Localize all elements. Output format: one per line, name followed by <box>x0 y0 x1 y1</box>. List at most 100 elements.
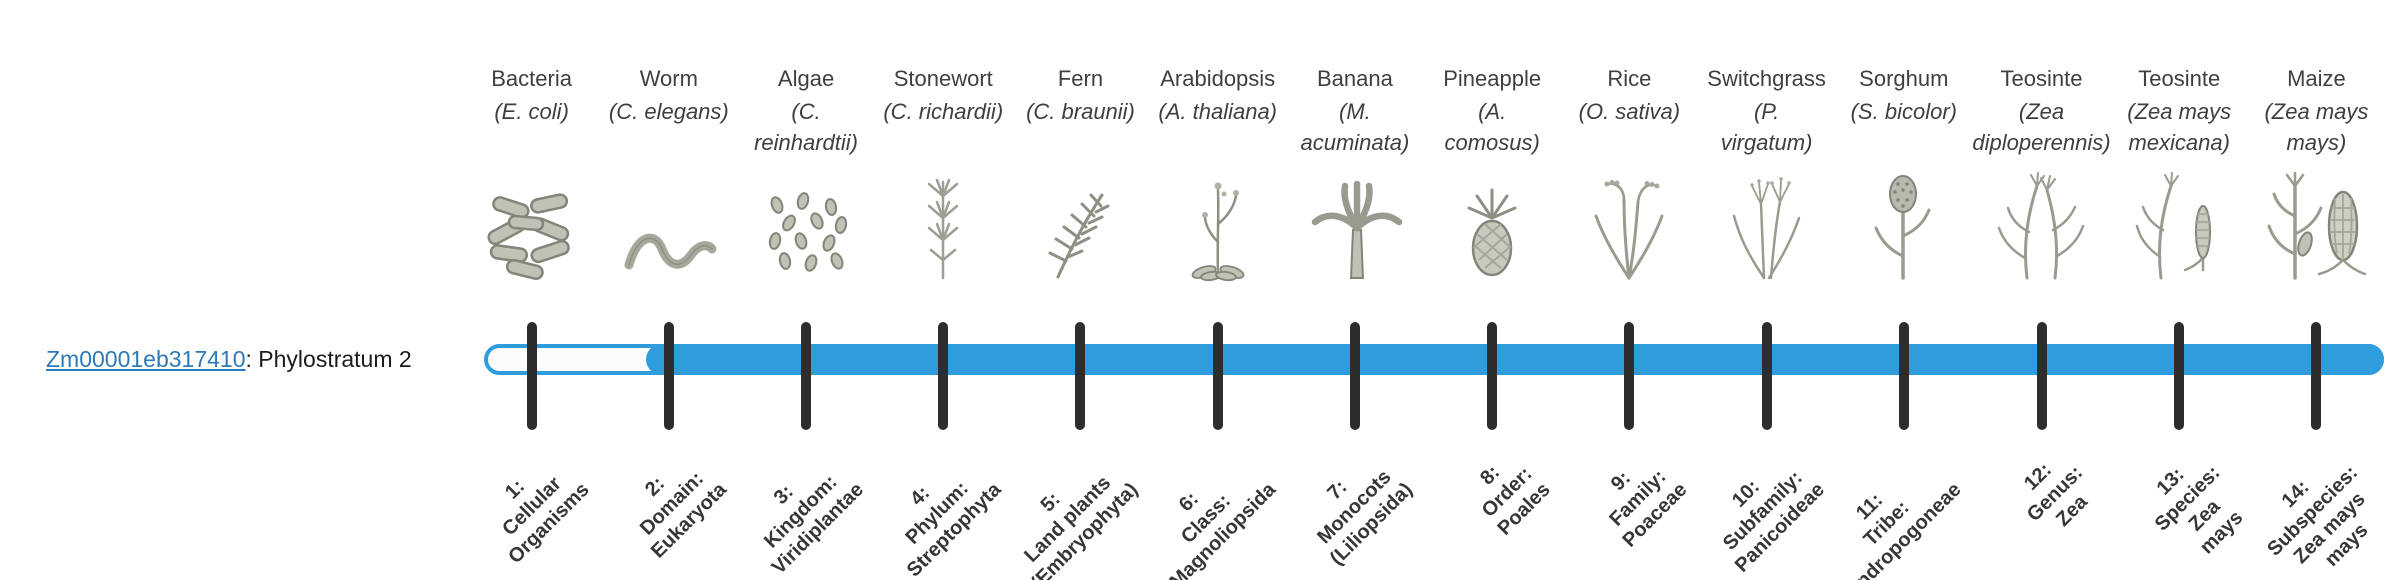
organism-column: Algae (C. reinhardtii) <box>737 0 874 580</box>
pineapple-icon <box>1467 188 1517 277</box>
phylostratum-axis-label: 10: Subfamily: Panicoideae <box>1718 466 1829 577</box>
organism-common-name: Switchgrass <box>1707 66 1826 91</box>
organism-scientific-name: (C. braunii) <box>1026 99 1135 124</box>
phylostratum-axis-label: 1: Cellular Organisms <box>498 472 594 569</box>
phylostratum-axis-label: 5: Land plants (Embryophyta) <box>1020 471 1143 580</box>
organism-common-name: Bacteria <box>491 66 572 91</box>
organism-column: Sorghum (S. bicolor) <box>1835 0 1972 580</box>
phylostratum-tick <box>663 322 674 430</box>
organism-column: Arabidopsis (A. thaliana) <box>1149 0 1286 580</box>
sorghum-icon <box>1874 175 1931 280</box>
organism-illustration <box>1698 162 1835 282</box>
organism-column: Stonewort (C. richardii) 4: Phylum: Stre… <box>875 0 1012 580</box>
organism-column: Teosinte (Zea mays mexicana) <box>2111 0 2248 580</box>
banana-icon <box>1311 180 1403 279</box>
organism-common-name: Worm <box>639 66 698 91</box>
organism-columns: Bacteria (E. coli) 1: C <box>463 0 2385 580</box>
teosinte-mexicana-icon <box>2135 172 2211 280</box>
phylostratum-axis-label: 6: Class: Magnoliopsida <box>1165 478 1280 580</box>
organism-common-name: Teosinte <box>2138 66 2221 91</box>
phylostratum-tick <box>1212 322 1223 430</box>
organism-illustration <box>1561 162 1698 282</box>
phylostratum-tick <box>938 322 949 430</box>
organism-illustration <box>1286 162 1423 282</box>
organism-common-name: Teosinte <box>2000 66 2083 91</box>
organism-scientific-name: (Zea diploperennis) <box>1972 99 2111 155</box>
worm-icon <box>624 233 717 270</box>
organism-column: Rice (O. sativa) <box>1561 0 1698 580</box>
organism-scientific-name: (A. thaliana) <box>1158 99 1278 124</box>
organism-illustration <box>600 162 737 282</box>
phylostratum-tick <box>526 322 537 430</box>
algae-icon <box>768 192 847 272</box>
organism-scientific-name: (C. reinhardtii) <box>754 99 859 155</box>
fern-icon <box>1048 193 1110 279</box>
organism-column: Switchgrass (P. virgatum) <box>1698 0 1835 580</box>
phylostratum-tick <box>1898 322 1909 430</box>
organism-illustration <box>2248 162 2385 282</box>
organism-illustration <box>1012 162 1149 282</box>
maize-icon <box>2267 171 2367 280</box>
phylostratum-bar <box>484 344 2384 375</box>
phylostratum-tick <box>2174 322 2185 430</box>
bacteria-icon <box>487 193 570 281</box>
organism-column: Teosinte (Zea diploperennis) 12: Gen <box>1972 0 2110 580</box>
gene-link[interactable]: Zm00001eb317410 <box>46 346 246 372</box>
phylostratum-tick <box>1761 322 1772 430</box>
phylostratum-axis-label: 7: Monocots (Liliopsida) <box>1313 466 1418 570</box>
organism-scientific-name: (C. elegans) <box>608 99 729 124</box>
teosinte-diploperennis-icon <box>1997 172 2085 280</box>
phylostratum-bar-fill <box>646 344 2384 375</box>
organism-common-name: Algae <box>777 66 835 91</box>
organism-illustration <box>1424 162 1561 282</box>
organism-column: Worm (C. elegans) 2: Domain: Eukaryota <box>600 0 737 580</box>
arabidopsis-icon <box>1191 182 1245 282</box>
organism-column: Pineapple (A. comosus) 8: Order: Poales <box>1424 0 1561 580</box>
gene-phylostratum-text: : Phylostratum 2 <box>245 346 412 372</box>
organism-scientific-name: (M. acuminata) <box>1300 99 1410 155</box>
organism-scientific-name: (P. virgatum) <box>1720 99 1813 155</box>
phylostratum-axis-label: 8: Order: Poales <box>1475 461 1555 540</box>
organism-illustration <box>737 162 874 282</box>
organism-common-name: Stonewort <box>893 66 993 91</box>
organism-scientific-name: (C. richardii) <box>883 99 1004 124</box>
phylostratum-tick <box>2311 322 2322 430</box>
organism-common-name: Arabidopsis <box>1160 66 1276 91</box>
organism-illustration <box>1149 162 1286 282</box>
stonewort-icon <box>927 178 959 280</box>
phylostratum-axis-label: 12: Genus: Zea <box>2019 458 2092 531</box>
organism-scientific-name: (Zea mays mays) <box>2264 99 2369 155</box>
organism-illustration <box>1835 162 1972 282</box>
organism-column: Fern (C. braunii) 5: Land plants (Embryo… <box>1012 0 1149 580</box>
organism-scientific-name: (S. bicolor) <box>1850 99 1957 124</box>
organism-common-name: Pineapple <box>1443 66 1542 91</box>
phylostratum-tick <box>1487 322 1498 430</box>
organism-scientific-name: (A. comosus) <box>1444 99 1540 155</box>
gene-label: Zm00001eb317410: Phylostratum 2 <box>46 346 412 373</box>
organism-illustration <box>2111 162 2248 282</box>
organism-illustration <box>463 162 600 282</box>
phylostratum-axis-label: 13: Species: Zea mays <box>2150 461 2248 559</box>
organism-scientific-name: (O. sativa) <box>1578 99 1681 124</box>
phylostratum-tick <box>1349 322 1360 430</box>
phylostratum-tick <box>1075 322 1086 430</box>
phylostratum-tick <box>1624 322 1635 430</box>
organism-scientific-name: (Zea mays mexicana) <box>2127 99 2232 155</box>
switchgrass-icon <box>1732 177 1801 280</box>
organism-common-name: Sorghum <box>1859 66 1949 91</box>
organism-column: Banana (M. acuminata) 7: Monocots (Lilio… <box>1286 0 1423 580</box>
phylostratum-axis-label: 4: Phylum: Streptophyta <box>901 477 1006 580</box>
organism-column: Maize (Zea mays mays) <box>2248 0 2385 580</box>
phylostratum-axis-label: 2: Domain: Eukaryota <box>636 467 732 563</box>
phylostratum-tick <box>801 322 812 430</box>
rice-icon <box>1594 180 1664 280</box>
organism-common-name: Rice <box>1607 66 1652 91</box>
organism-common-name: Banana <box>1316 66 1393 91</box>
phylostratum-axis-label: 3: Kingdom: Viridiplantae <box>760 471 869 579</box>
organism-illustration <box>875 162 1012 282</box>
phylostratum-axis-label: 14: Subspecies: Zea mays mays <box>2262 461 2373 571</box>
organism-column: Bacteria (E. coli) 1: C <box>463 0 600 580</box>
phylostratum-axis-label: 9: Family: Poaceae <box>1605 465 1692 552</box>
organism-scientific-name: (E. coli) <box>494 99 569 124</box>
